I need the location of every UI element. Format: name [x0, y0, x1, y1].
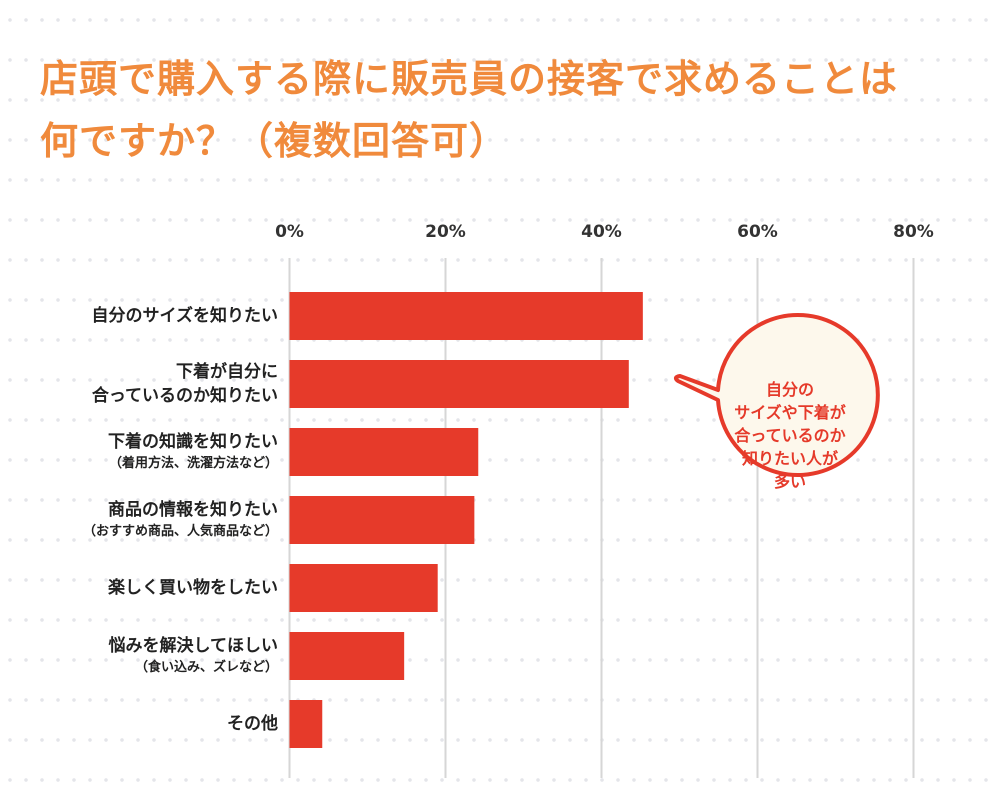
category-label: 悩みを解決してほしい （食い込み、ズレなど） [109, 634, 279, 678]
category-label-line: 楽しく買い物をしたい [108, 578, 278, 598]
x-tick-label: 40% [581, 222, 622, 242]
category-label: 下着の知識を知りたい （着用方法、洗濯方法など） [108, 430, 278, 474]
category-sublabel: （おすすめ商品、人気商品など） [82, 524, 278, 539]
annotation-line: 多い [773, 472, 806, 491]
category-label: 自分のサイズを知りたい [92, 304, 279, 328]
bar [289, 564, 438, 612]
bar [289, 700, 323, 748]
bar [289, 428, 479, 476]
category-label-line: 悩みを解決してほしい [108, 636, 279, 656]
x-tick-label: 20% [425, 222, 466, 242]
category-label-line: 合っているのか知りたい [91, 386, 278, 406]
category-label: 下着が自分に合っているのか知りたい [92, 360, 278, 408]
x-tick-label: 60% [737, 222, 778, 242]
category-label: 楽しく買い物をしたい [108, 576, 278, 600]
annotation-line: 知りたい人が [741, 449, 838, 468]
category-label: その他 [227, 712, 278, 736]
category-label-line: 下着の知識を知りたい [108, 432, 278, 452]
chart-title: 店頭で購入する際に販売員の接客で求めることは 何ですか？（複数回答可） [40, 48, 898, 172]
annotation-line: サイズや下着が [734, 403, 846, 422]
bar [289, 632, 405, 680]
annotation-line: 自分の [765, 380, 814, 399]
category-label-line: 自分のサイズを知りたい [91, 306, 279, 326]
title-line-1: 店頭で購入する際に販売員の接客で求めることは [40, 57, 899, 101]
category-sublabel: （食い込み、ズレなど） [134, 660, 278, 675]
category-label-line: その他 [227, 714, 278, 734]
bar [289, 496, 475, 544]
speech-bubble-shape [673, 313, 880, 477]
category-label-line: 商品の情報を知りたい [108, 500, 278, 520]
category-label: 商品の情報を知りたい （おすすめ商品、人気商品など） [83, 498, 278, 542]
x-tick-label: 80% [893, 222, 934, 242]
bar [289, 360, 629, 408]
category-label-line: 下着が自分に [176, 362, 278, 382]
category-sublabel: （着用方法、洗濯方法など） [108, 456, 278, 471]
bar [289, 292, 643, 340]
annotation-text: 自分のサイズや下着が 合っているのか 知りたい人が 多い [700, 378, 880, 493]
title-line-2: 何ですか？（複数回答可） [40, 119, 509, 163]
x-tick-label: 0% [275, 222, 304, 242]
annotation-line: 合っているのか [734, 426, 846, 445]
